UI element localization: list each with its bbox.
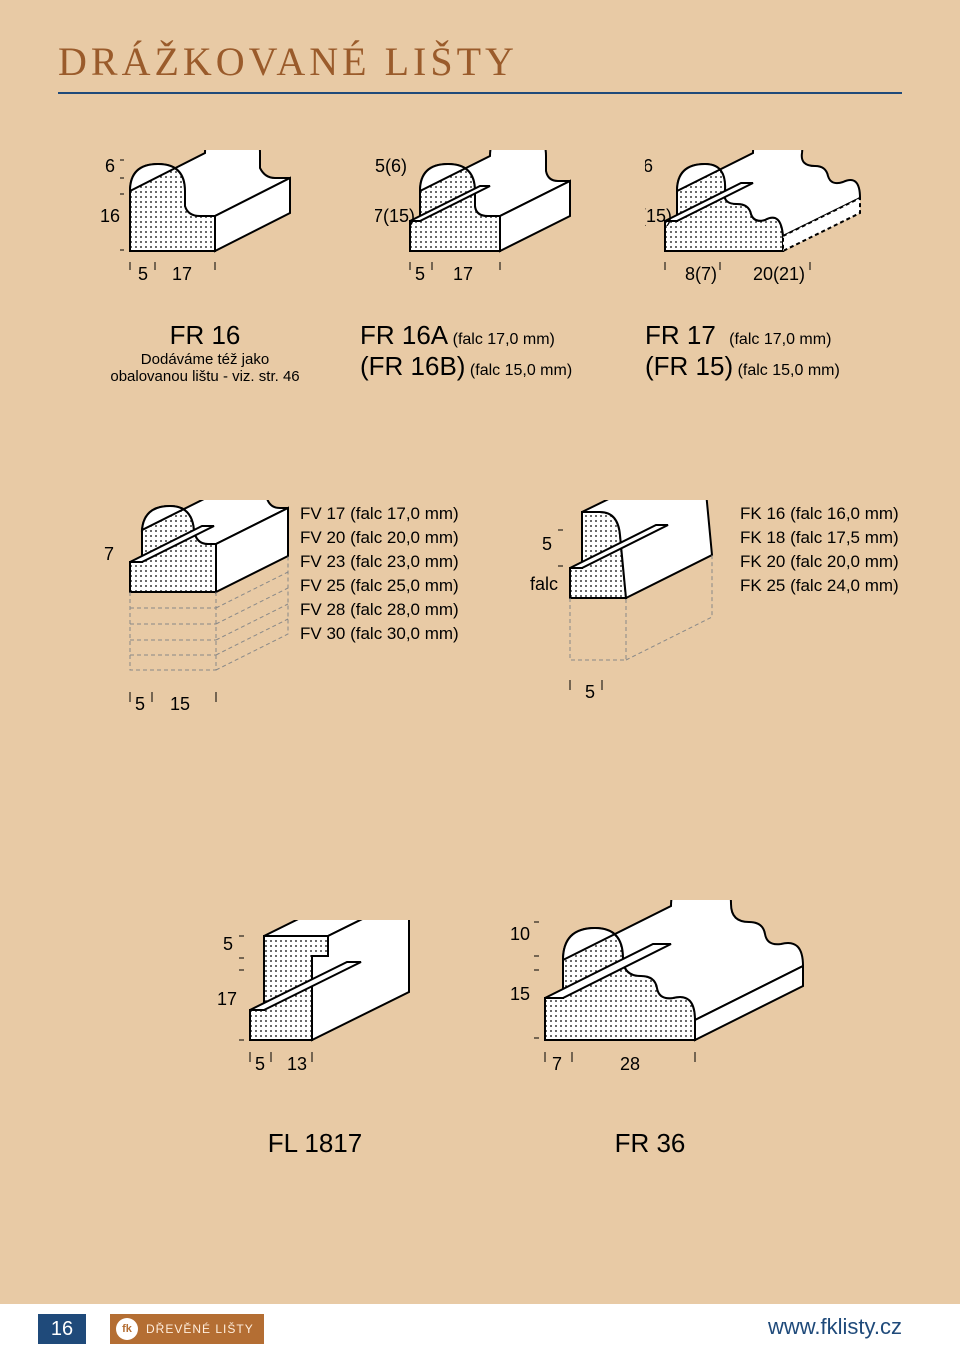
dim: 13 <box>287 1054 307 1074</box>
brand-tag: fk DŘEVĚNÉ LIŠTY <box>110 1314 264 1344</box>
profile-fr16: 6 16 5 17 <box>100 150 320 320</box>
dim: 10 <box>510 924 530 944</box>
dim: 5 <box>585 682 595 702</box>
label-fr16: FR 16 Dodáváme též jako obalovanou lištu… <box>95 320 315 385</box>
dim: 8(7) <box>685 264 717 284</box>
dim: 28 <box>620 1054 640 1074</box>
dim: 15 <box>170 694 190 714</box>
dim: 5 <box>223 934 233 954</box>
dim: 5 <box>138 264 148 284</box>
dim: 15 <box>510 984 530 1004</box>
title-rule <box>58 92 902 94</box>
profile-fr36: 10 15 7 28 <box>510 900 870 1140</box>
brand-logo-icon: fk <box>116 1318 138 1340</box>
dim: 6 <box>645 156 653 176</box>
dim: 7 <box>104 544 114 564</box>
profile-fl1817: 5 17 5 13 <box>215 920 475 1140</box>
profile-fr17: 6 17(15) 8(7) 20(21) <box>645 150 905 320</box>
dim: 5 <box>255 1054 265 1074</box>
page-title: DRÁŽKOVANÉ LIŠTY <box>58 38 518 85</box>
footer: 16 fk DŘEVĚNÉ LIŠTY www.fklisty.cz <box>0 1304 960 1358</box>
dim: falc <box>530 574 558 594</box>
footer-url: www.fklisty.cz <box>768 1314 902 1340</box>
dim: 20(21) <box>753 264 805 284</box>
dim: 17 <box>217 989 237 1009</box>
page-number: 16 <box>38 1314 86 1344</box>
dim: 5 <box>542 534 552 554</box>
dim: 6 <box>105 156 115 176</box>
label-fr36: FR 36 <box>550 1128 750 1159</box>
dim: 5 <box>135 694 145 714</box>
dim: 7 <box>552 1054 562 1074</box>
list-fv: FV 17 (falc 17,0 mm) FV 20 (falc 20,0 mm… <box>300 502 459 646</box>
label-fr16a: FR 16A (falc 17,0 mm) (FR 16B) (falc 15,… <box>360 320 620 382</box>
dim: 5 <box>415 264 425 284</box>
dim: 5(6) <box>375 156 407 176</box>
dim: 17 <box>453 264 473 284</box>
label-fl1817: FL 1817 <box>215 1128 415 1159</box>
dim: 17(15) <box>645 206 672 226</box>
profile-fv: 7 5 15 <box>100 500 320 760</box>
label-fr17: FR 17 (falc 17,0 mm) (FR 15) (falc 15,0 … <box>645 320 905 382</box>
dim: 16 <box>100 206 120 226</box>
dim: 17(15) <box>375 206 415 226</box>
dim: 17 <box>172 264 192 284</box>
profile-fr16a: 5(6) 17(15) 5 17 <box>375 150 595 320</box>
profile-fk: 5 falc 5 <box>530 500 770 760</box>
list-fk: FK 16 (falc 16,0 mm) FK 18 (falc 17,5 mm… <box>740 502 899 598</box>
